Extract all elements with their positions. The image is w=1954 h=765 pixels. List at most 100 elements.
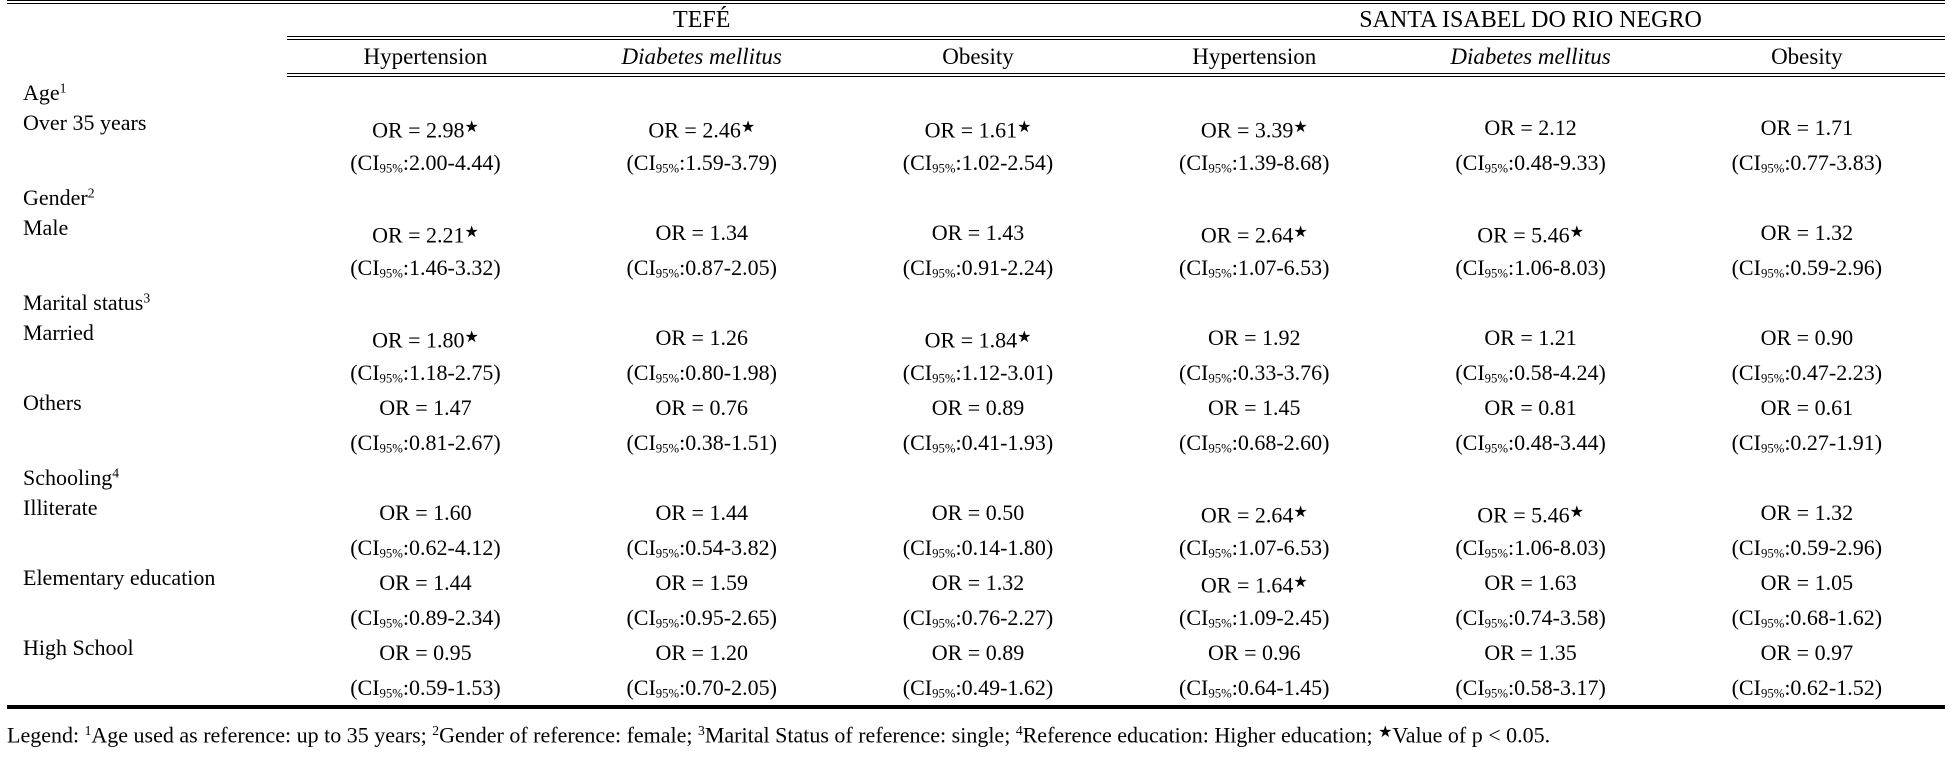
or-ci-cell: OR = 1.64★ (CI95%:1.09-2.45): [1116, 565, 1392, 635]
or-ci-cell: OR = 0.97 (CI95%:0.62-1.52): [1668, 635, 1945, 709]
section-row-filler: [287, 75, 1945, 110]
or-value: OR = 0.50: [931, 500, 1025, 525]
ci-subscript: 95%: [1484, 161, 1509, 176]
or-ci-cell: OR = 0.81 (CI95%:0.48-3.44): [1392, 390, 1668, 460]
or-ci-cell: OR = 0.90 (CI95%:0.47-2.23): [1669, 320, 1945, 390]
ci-value: (CI95%:0.59-2.96): [1731, 255, 1883, 281]
or-ci-cell: OR = 1.32 (CI95%:0.59-2.96): [1669, 215, 1945, 285]
footnote-marker: 3: [143, 290, 151, 306]
or-ci-cell: OR = 3.39★ (CI95%:1.39-8.68): [1116, 110, 1392, 180]
row-label: High School: [7, 635, 288, 709]
significance-star-icon: ★: [1293, 504, 1308, 521]
data-row: Married OR = 1.80★ (CI95%:1.18-2.75) OR = 1…: [7, 320, 1945, 390]
ci-value: (CI95%:1.06-8.03): [1455, 535, 1606, 561]
ci-subscript: 95%: [1760, 686, 1785, 701]
ci-subscript: 95%: [379, 371, 403, 386]
ci-subscript: 95%: [655, 441, 680, 456]
row-label: Illiterate: [23, 495, 98, 520]
ci-value: (CI95%:0.70-2.05): [626, 675, 777, 701]
legend-item-age: Age used as reference: up to 35 years;: [91, 722, 433, 748]
or-ci-cell: OR = 2.46★ (CI95%:1.59-3.79): [564, 110, 840, 180]
or-value: OR = 1.44: [655, 500, 748, 525]
ci-subscript: 95%: [1208, 686, 1232, 701]
ci-subscript: 95%: [932, 441, 956, 456]
row-label: Others: [23, 390, 82, 415]
group-header-santa-isabel: SANTA ISABEL DO RIO NEGRO: [1116, 0, 1945, 40]
data-row: High School OR = 0.95 (CI95%:0.59-1.53) OR …: [7, 635, 1945, 709]
ci-subscript: 95%: [1484, 616, 1509, 631]
ci-value: (CI95%:1.06-8.03): [1455, 255, 1606, 281]
or-value: OR = 2.46★: [648, 117, 756, 143]
section-label: Age1: [23, 80, 67, 105]
or-ci-cell: OR = 1.71 (CI95%:0.77-3.83): [1669, 110, 1945, 180]
ci-value: (CI95%:1.07-6.53): [1179, 255, 1330, 281]
section-row-filler: [287, 285, 1945, 320]
ci-value: (CI95%:0.89-2.34): [350, 605, 501, 631]
ci-subscript: 95%: [932, 686, 956, 701]
or-value: OR = 0.90: [1760, 325, 1854, 350]
or-value: OR = 0.81: [1484, 395, 1577, 420]
ci-subscript: 95%: [1760, 616, 1785, 631]
or-ci-cell: OR = 1.47 (CI95%:0.81-2.67): [287, 390, 563, 460]
column-header-row: Hypertension Diabetes mellitus Obesity H…: [7, 38, 1945, 77]
or-value: OR = 1.71: [1760, 115, 1854, 140]
ci-value: (CI95%:0.76-2.27): [902, 605, 1054, 631]
ci-value: (CI95%:0.68-1.62): [1731, 605, 1883, 631]
ci-value: (CI95%:0.59-2.96): [1731, 535, 1883, 561]
group-header-row: TEFÉ SANTA ISABEL DO RIO NEGRO: [7, 0, 1945, 40]
ci-subscript: 95%: [379, 161, 403, 176]
or-value: OR = 1.59: [655, 570, 748, 595]
or-value: OR = 0.61: [1760, 395, 1854, 420]
or-ci-cell: OR = 1.92 (CI95%:0.33-3.76): [1116, 320, 1392, 390]
ci-value: (CI95%:0.48-3.44): [1455, 430, 1606, 456]
or-ci-cell: OR = 1.32 (CI95%:0.59-2.96): [1669, 495, 1945, 565]
ci-value: (CI95%:0.59-1.53): [350, 675, 501, 701]
section-label: Marital status3: [23, 290, 151, 315]
ci-value: (CI95%:0.68-2.60): [1179, 430, 1330, 456]
legend-item-pvalue: Value of p < 0.05.: [1392, 722, 1551, 748]
ci-value: (CI95%:0.38-1.51): [626, 430, 777, 456]
data-row: Illiterate OR = 1.60 (CI95%:0.62-4.12) OR =…: [7, 495, 1945, 565]
ci-subscript: 95%: [1208, 266, 1232, 281]
or-ci-cell: OR = 1.80★ (CI95%:1.18-2.75): [287, 320, 563, 390]
ci-subscript: 95%: [655, 546, 680, 561]
ci-subscript: 95%: [1484, 546, 1509, 561]
or-value: OR = 2.64★: [1200, 502, 1308, 528]
ci-subscript: 95%: [1760, 441, 1785, 456]
or-ci-cell: OR = 5.46★ (CI95%:1.06-8.03): [1392, 215, 1668, 285]
or-ci-cell: OR = 1.84★ (CI95%:1.12-3.01): [840, 320, 1116, 390]
or-ci-cell: OR = 1.44 (CI95%:0.54-3.82): [564, 495, 840, 565]
footnote-marker: 2: [87, 185, 95, 201]
ci-subscript: 95%: [379, 686, 403, 701]
or-value: OR = 1.64★: [1200, 572, 1308, 598]
ci-subscript: 95%: [379, 441, 403, 456]
legend-item-gender: Gender of reference: female;: [439, 722, 699, 748]
ci-value: (CI95%:0.62-4.12): [350, 535, 501, 561]
or-value: OR = 1.60: [379, 500, 472, 525]
or-ci-cell: OR = 2.98★ (CI95%:2.00-4.44): [287, 110, 563, 180]
ci-subscript: 95%: [1760, 371, 1785, 386]
significance-star-icon: ★: [1378, 724, 1393, 741]
group-header-spacer: [7, 0, 288, 38]
ci-value: (CI95%:0.27-1.91): [1731, 430, 1883, 456]
data-row: Male OR = 2.21★ (CI95%:1.46-3.32) OR = 1.34…: [7, 215, 1945, 285]
ci-subscript: 95%: [932, 161, 956, 176]
section-row: Marital status3: [7, 285, 1945, 320]
row-label: Elementary education: [23, 565, 216, 590]
or-value: OR = 1.26: [655, 325, 748, 350]
or-value: OR = 1.21: [1484, 325, 1577, 350]
significance-star-icon: ★: [464, 329, 479, 346]
or-value: OR = 1.43: [931, 220, 1025, 245]
or-ci-cell: OR = 1.32 (CI95%:0.76-2.27): [840, 565, 1116, 635]
ci-subscript: 95%: [379, 266, 403, 281]
significance-star-icon: ★: [1017, 329, 1032, 346]
odds-ratio-table: TEFÉ SANTA ISABEL DO RIO NEGRO Hypertens…: [7, 0, 1945, 709]
ci-subscript: 95%: [655, 371, 680, 386]
or-value: OR = 1.84★: [924, 327, 1032, 353]
or-value: OR = 0.76: [655, 395, 748, 420]
column-header-hypertension-santa-isabel: Hypertension: [1116, 38, 1393, 77]
ci-subscript: 95%: [379, 616, 403, 631]
section-label: Gender2: [23, 185, 95, 210]
ci-subscript: 95%: [1760, 266, 1785, 281]
ci-value: (CI95%:2.00-4.44): [350, 150, 501, 176]
